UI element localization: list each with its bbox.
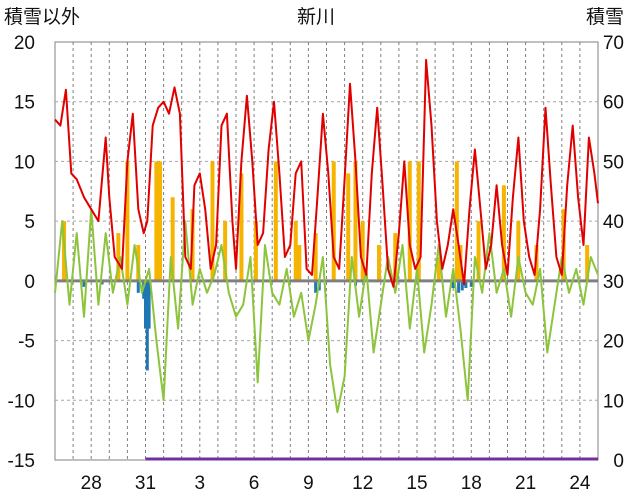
precip-bar	[210, 161, 215, 281]
precip-bar	[157, 161, 162, 281]
left-tick-label: 15	[14, 93, 35, 114]
negative-bar	[457, 280, 461, 293]
precip-bar	[116, 233, 121, 281]
left-tick-label: -5	[18, 332, 35, 353]
negative-bar	[464, 280, 468, 289]
negative-bar	[314, 280, 318, 293]
right-axis-label: 積雪	[586, 6, 625, 28]
negative-bar	[136, 280, 140, 293]
left-tick-label: 20	[14, 33, 35, 54]
x-tick-label: 9	[303, 473, 314, 494]
precip-bar	[393, 233, 398, 281]
precip-bar	[223, 221, 228, 281]
precip-bar	[239, 173, 244, 281]
precip-bar	[297, 245, 302, 281]
precip-bar	[407, 161, 412, 281]
precip-bar	[376, 245, 381, 281]
x-tick-label: 28	[81, 473, 102, 494]
negative-bar	[469, 280, 473, 287]
precip-bar	[454, 161, 459, 281]
precip-bar	[154, 161, 159, 281]
negative-bar	[82, 280, 86, 287]
left-tick-label: 0	[24, 272, 35, 293]
precip-bar	[353, 161, 358, 281]
negative-bar	[451, 280, 455, 289]
precip-bar	[501, 185, 506, 281]
precip-bar	[293, 221, 298, 281]
precip-bar	[273, 161, 278, 281]
precip-bar	[360, 221, 365, 281]
right-tick-label: 50	[603, 152, 624, 173]
x-tick-label: 31	[135, 473, 156, 494]
x-tick-label: 3	[195, 473, 206, 494]
precip-bar	[436, 256, 441, 281]
series-red-line	[54, 58, 599, 288]
precip-bar	[170, 197, 175, 281]
precip-bar	[346, 173, 351, 281]
right-tick-label: 20	[603, 332, 624, 353]
left-tick-label: 10	[14, 152, 35, 173]
series-green-line	[54, 208, 599, 414]
x-tick-label: 24	[569, 473, 591, 494]
x-tick-label: 18	[461, 473, 482, 494]
right-tick-label: 70	[603, 33, 624, 54]
right-tick-label: 0	[613, 451, 624, 472]
left-tick-label: -15	[8, 451, 35, 472]
negative-bar	[145, 280, 149, 371]
precip-bar	[125, 161, 130, 281]
chart-title: 新川	[297, 6, 336, 28]
precip-bar	[331, 161, 336, 281]
left-axis-label: 積雪以外	[4, 6, 81, 28]
x-tick-label: 6	[249, 473, 260, 494]
right-tick-label: 40	[603, 212, 624, 233]
right-tick-label: 60	[603, 93, 624, 114]
precip-bar	[516, 221, 521, 281]
right-tick-label: 10	[603, 391, 624, 412]
left-tick-label: -10	[8, 391, 35, 412]
x-tick-label: 21	[515, 473, 536, 494]
precip-bar	[253, 221, 258, 281]
right-tick-label: 30	[603, 272, 624, 293]
negative-bar	[147, 280, 151, 329]
x-tick-label: 15	[406, 473, 427, 494]
negative-bar	[144, 280, 147, 329]
precip-bar	[416, 161, 421, 281]
negative-bar	[100, 280, 104, 285]
left-tick-label: 5	[24, 212, 35, 233]
precip-bar	[476, 221, 481, 281]
x-tick-label: 12	[352, 473, 373, 494]
precip-bar	[585, 245, 590, 281]
precip-bar	[313, 233, 318, 281]
negative-bar	[460, 280, 464, 291]
